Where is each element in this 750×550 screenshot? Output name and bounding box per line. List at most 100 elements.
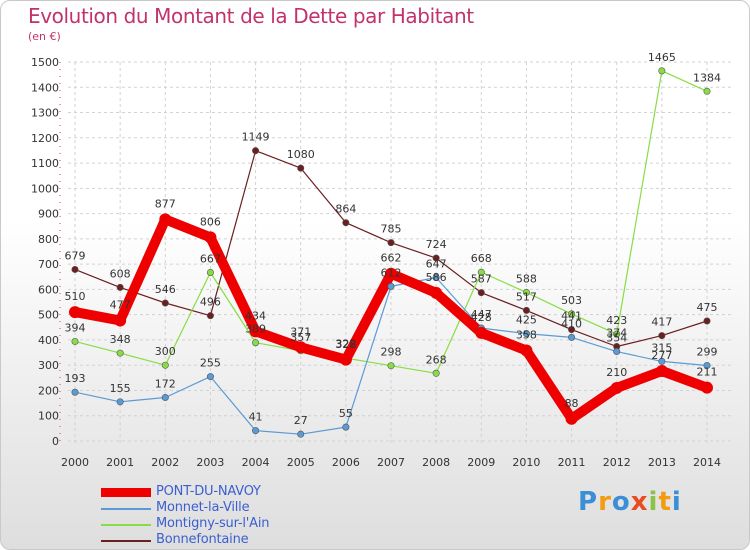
data-point — [568, 310, 576, 318]
logo-letter: P — [578, 487, 599, 517]
x-tick-label: 2011 — [558, 456, 586, 469]
data-label: 496 — [200, 296, 221, 309]
data-label: 417 — [651, 316, 672, 329]
data-label: 724 — [426, 238, 447, 251]
x-tick-label: 2010 — [512, 456, 540, 469]
legend-swatch — [101, 508, 151, 510]
data-point — [568, 326, 576, 334]
logo-letter: x — [630, 487, 649, 517]
data-label: 647 — [426, 258, 447, 271]
x-tick-label: 2012 — [603, 456, 631, 469]
data-label: 374 — [606, 327, 627, 340]
data-label: 612 — [381, 266, 402, 279]
data-label: 475 — [697, 301, 718, 314]
data-label: 322 — [335, 338, 356, 351]
legend-swatch — [101, 488, 151, 497]
data-label: 441 — [561, 310, 582, 323]
data-point — [522, 330, 530, 338]
logo-letter: i — [671, 487, 682, 517]
data-label: 668 — [471, 252, 492, 265]
data-label: 358 — [516, 329, 537, 342]
data-point — [116, 283, 124, 291]
y-tick-label: 500 — [38, 309, 59, 322]
data-point — [206, 312, 214, 320]
y-tick-label: 1000 — [31, 182, 59, 195]
data-label: 268 — [426, 353, 447, 366]
y-tick-label: 1100 — [31, 157, 59, 170]
data-label: 588 — [516, 272, 537, 285]
data-point — [610, 381, 623, 394]
data-label: 679 — [65, 249, 86, 262]
x-tick-label: 2009 — [467, 456, 495, 469]
y-tick-label: 1400 — [31, 81, 59, 94]
data-point — [69, 306, 81, 319]
y-tick-label: 100 — [38, 410, 59, 423]
data-label: 447 — [471, 308, 492, 321]
legend-swatch — [101, 540, 151, 542]
y-tick-label: 400 — [38, 334, 59, 347]
data-point — [71, 337, 79, 345]
data-point — [387, 239, 395, 247]
data-point — [658, 357, 666, 365]
data-point — [385, 267, 397, 280]
data-point — [522, 288, 530, 296]
data-point — [252, 427, 260, 435]
legend-label: Bonnefontaine — [156, 532, 249, 547]
data-label: 586 — [426, 271, 447, 284]
data-point — [655, 365, 668, 378]
data-point — [432, 369, 440, 377]
legend-label: Montigny-sur-l'Ain — [156, 516, 270, 531]
data-point — [114, 314, 127, 327]
data-label: 357 — [290, 331, 311, 344]
data-point — [206, 373, 214, 381]
data-point — [387, 362, 395, 370]
data-point — [522, 306, 530, 314]
data-label: 877 — [155, 197, 176, 210]
data-label: 608 — [110, 267, 131, 280]
legend-label: Monnet-la-Ville — [156, 500, 250, 515]
y-tick-label: 1200 — [31, 132, 59, 145]
data-point — [71, 388, 79, 396]
data-point — [658, 332, 666, 340]
data-point — [432, 274, 440, 282]
data-point — [252, 147, 260, 155]
data-label: 255 — [200, 357, 221, 370]
data-label: 410 — [561, 317, 582, 330]
data-point — [159, 213, 172, 226]
y-tick-label: 900 — [38, 208, 59, 221]
legend-swatch — [101, 524, 151, 526]
data-point — [565, 412, 578, 425]
data-label: 546 — [155, 283, 176, 296]
y-tick-label: 1500 — [31, 56, 59, 69]
data-point — [703, 317, 711, 325]
x-tick-label: 2001 — [106, 456, 134, 469]
data-label: 299 — [697, 345, 718, 358]
unit-label: (en €) — [28, 30, 61, 43]
x-tick-label: 2005 — [287, 456, 315, 469]
data-point — [116, 398, 124, 406]
legend-label: PONT-DU-NAVOY — [156, 484, 261, 499]
data-label: 425 — [516, 314, 537, 327]
data-label: 394 — [65, 321, 86, 334]
data-label: 517 — [516, 290, 537, 303]
data-point — [161, 394, 169, 402]
data-point — [294, 341, 307, 354]
data-point — [613, 330, 621, 338]
data-point — [342, 219, 350, 227]
y-tick-label: 600 — [38, 283, 59, 296]
data-label: 193 — [65, 372, 86, 385]
data-label: 477 — [110, 298, 131, 311]
data-point — [430, 286, 443, 299]
data-label: 428 — [471, 311, 492, 324]
y-tick-label: 200 — [38, 384, 59, 397]
data-label: 510 — [65, 290, 86, 303]
data-point — [249, 325, 262, 338]
data-label: 298 — [381, 346, 402, 359]
logo-letter: i — [648, 487, 659, 517]
data-label: 434 — [245, 309, 266, 322]
data-label: 662 — [381, 252, 402, 265]
x-tick-label: 2002 — [151, 456, 179, 469]
y-tick-label: 800 — [38, 233, 59, 246]
data-label: 587 — [471, 273, 492, 286]
